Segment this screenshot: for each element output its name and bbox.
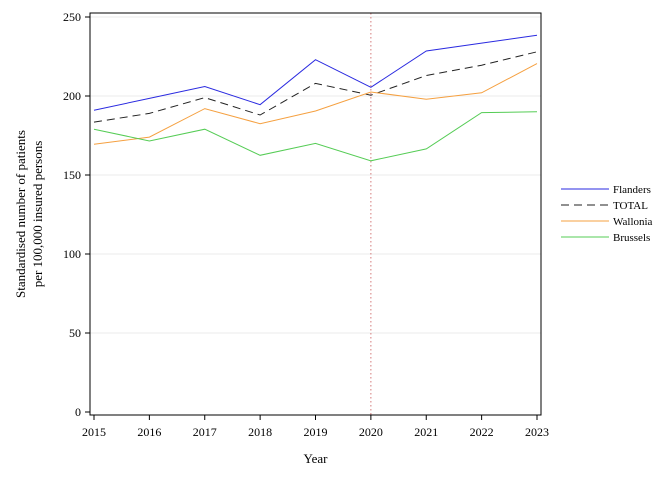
x-tick-label-2020: 2020	[359, 425, 383, 439]
x-tick-label-2019: 2019	[304, 425, 328, 439]
series-line-wallonia	[93, 63, 538, 145]
x-tick-label-2023: 2023	[525, 425, 549, 439]
x-axis: 2015 2016 2017 2018 2019 2020 2021 2022 2023	[82, 415, 549, 439]
series-line-total	[93, 51, 538, 123]
x-tick-label-2018: 2018	[248, 425, 272, 439]
y-axis-title-line2: per 100,000 insured persons	[30, 141, 45, 288]
x-axis-title: Year	[304, 451, 329, 466]
x-tick-label-2016: 2016	[137, 425, 161, 439]
y-tick-label-250: 250	[63, 10, 81, 24]
series-group	[93, 34, 538, 162]
x-tick-label-2021: 2021	[414, 425, 438, 439]
y-axis: 0 50 100 150 200 250	[63, 10, 90, 419]
legend-label-brussels: Brussels	[613, 232, 650, 244]
legend-label-flanders: Flanders	[613, 184, 651, 196]
y-axis-title-line1: Standardised number of patients	[13, 130, 28, 298]
y-tick-label-0: 0	[75, 405, 81, 419]
series-line-flanders	[93, 34, 538, 111]
y-tick-label-200: 200	[63, 89, 81, 103]
y-tick-label-100: 100	[63, 247, 81, 261]
series-line-brussels	[93, 111, 538, 162]
legend-label-wallonia: Wallonia	[613, 216, 653, 228]
grid-lines	[90, 16, 541, 334]
plot-frame	[89, 12, 542, 416]
x-tick-label-2015: 2015	[82, 425, 106, 439]
x-tick-label-2022: 2022	[470, 425, 494, 439]
y-tick-label-150: 150	[63, 168, 81, 182]
legend: Flanders TOTAL Wallonia Brussels	[561, 184, 653, 244]
y-tick-label-50: 50	[69, 326, 81, 340]
x-tick-label-2017: 2017	[193, 425, 217, 439]
legend-label-total: TOTAL	[613, 200, 648, 212]
